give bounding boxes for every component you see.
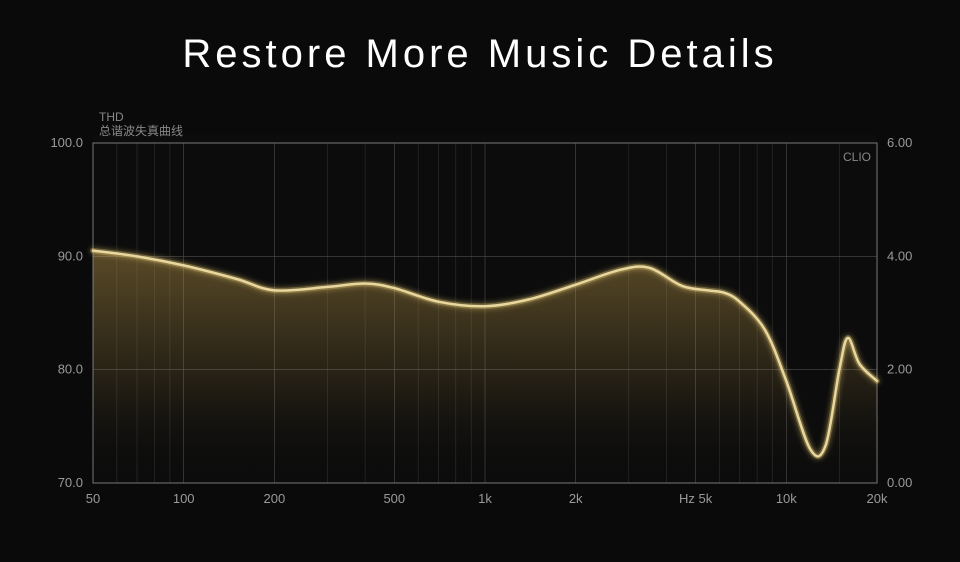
svg-text:200: 200 [264, 491, 286, 506]
svg-text:THD: THD [99, 110, 124, 124]
svg-text:4.00: 4.00 [887, 248, 912, 263]
svg-text:Hz 5k: Hz 5k [679, 491, 713, 506]
svg-text:6.00: 6.00 [887, 135, 912, 150]
svg-text:0.00: 0.00 [887, 475, 912, 490]
svg-text:2k: 2k [569, 491, 583, 506]
page-title: Restore More Music Details [0, 0, 960, 77]
svg-text:20k: 20k [867, 491, 888, 506]
svg-text:10k: 10k [776, 491, 797, 506]
svg-text:100: 100 [173, 491, 195, 506]
svg-text:总谐波失真曲线: 总谐波失真曲线 [99, 123, 183, 138]
chart-svg: 70.0 80.0 90.0 100.0 0.00 2.00 4.00 6.00 50 100 20… [35, 103, 925, 523]
svg-text:2.00: 2.00 [887, 362, 912, 377]
svg-text:CLIO: CLIO [843, 150, 871, 164]
svg-text:100.0: 100.0 [50, 135, 83, 150]
svg-text:500: 500 [383, 491, 405, 506]
frequency-response-chart: 70.0 80.0 90.0 100.0 0.00 2.00 4.00 6.00 50 100 20… [35, 103, 925, 523]
svg-text:50: 50 [86, 491, 100, 506]
svg-text:1k: 1k [478, 491, 492, 506]
svg-text:80.0: 80.0 [58, 362, 83, 377]
svg-text:70.0: 70.0 [58, 475, 83, 490]
svg-text:90.0: 90.0 [58, 248, 83, 263]
